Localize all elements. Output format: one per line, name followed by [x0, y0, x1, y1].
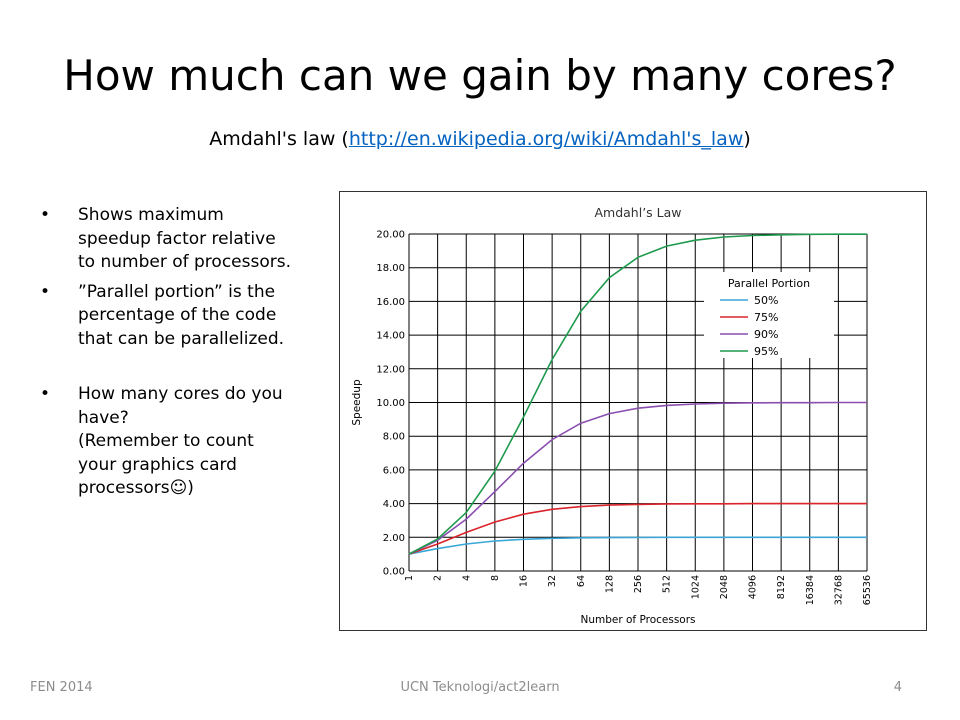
x-axis-label: Number of Processors — [580, 614, 695, 626]
bullet-dot: • — [40, 281, 51, 302]
bullet-line: your graphics card — [78, 454, 237, 475]
wikipedia-link[interactable]: http://en.wikipedia.org/wiki/Amdahl's_la… — [348, 128, 744, 150]
x-tick-label: 64 — [576, 575, 587, 587]
x-tick-label: 4096 — [748, 575, 759, 599]
bullet-dot: • — [40, 384, 51, 404]
series-line — [408, 502, 867, 555]
y-tick-label: 10.00 — [376, 398, 405, 409]
amdahl-chart: Amdahl’s Law 0.00 2.00 4.00 6.00 8.00 10.00 12.… — [351, 205, 873, 626]
legend-entry: 95% — [754, 345, 778, 358]
chart-title: Amdahl’s Law — [594, 205, 681, 220]
x-tick-label: 128 — [604, 575, 615, 593]
bullet-line: that can be parallelized. — [78, 328, 285, 349]
legend-entry: 90% — [754, 328, 778, 341]
subtitle-suffix: ) — [743, 128, 751, 150]
x-tick-label: 1024 — [690, 575, 701, 599]
bullet-item-cores: • How many cores do you have? (Remember … — [40, 383, 330, 501]
x-tick-label: 512 — [662, 575, 673, 593]
bullet-line: speedup factor relative — [78, 228, 276, 249]
x-tick-label: 256 — [633, 575, 644, 593]
bullet-line: ”Parallel portion” is the — [78, 281, 276, 302]
y-tick-label: 0.00 — [383, 567, 405, 578]
bullet-line: have? — [78, 407, 129, 428]
x-tick-label: 2 — [433, 575, 444, 581]
slide-subtitle: Amdahl's law (http://en.wikipedia.org/wi… — [0, 126, 960, 152]
legend-entry: 50% — [754, 294, 778, 307]
legend-box — [704, 272, 834, 358]
legend-entry: 75% — [754, 311, 778, 324]
y-tick-label: 4.00 — [383, 499, 405, 510]
y-tick-label: 12.00 — [376, 364, 405, 375]
bullet-item-speedup: • Shows maximum speedup factor relative … — [40, 204, 330, 275]
x-tick-label: 16 — [519, 575, 530, 587]
y-tick-label: 6.00 — [383, 465, 405, 476]
footer-left: FEN 2014 — [30, 680, 93, 695]
bullet-list: • Shows maximum speedup factor relative … — [40, 204, 330, 507]
bullet-line: Shows maximum — [78, 205, 224, 225]
slide-number: 4 — [893, 680, 902, 695]
bullet-dot: • — [40, 205, 51, 225]
bullet-line: How many cores do you — [78, 384, 283, 404]
chart-frame: Amdahl’s Law 0.00 2.00 4.00 6.00 8.00 10.00 12.… — [339, 191, 927, 631]
bullet-line: (Remember to count — [78, 431, 254, 451]
y-tick-label: 18.00 — [376, 263, 405, 274]
subtitle-prefix: Amdahl's law ( — [209, 128, 349, 150]
bullet-line: to number of processors. — [78, 252, 291, 272]
bullet-line: percentage of the code — [78, 305, 277, 325]
y-tick-label: 20.00 — [376, 230, 405, 241]
series-line — [408, 401, 867, 555]
x-tick-label: 65536 — [862, 575, 873, 605]
x-tick-label: 1 — [404, 575, 415, 581]
series-line — [408, 536, 867, 555]
y-axis-label: Speedup — [351, 379, 363, 426]
x-tick-label: 32 — [547, 575, 558, 587]
series-line — [408, 233, 867, 555]
bullet-line: processors☺) — [78, 478, 194, 498]
legend-title: Parallel Portion — [728, 277, 810, 290]
y-tick-label: 14.00 — [376, 331, 405, 342]
x-tick-label: 8192 — [776, 575, 787, 599]
x-tick-label: 2048 — [719, 575, 730, 599]
x-tick-label: 4 — [461, 575, 472, 581]
x-tick-label: 16384 — [805, 575, 816, 605]
y-tick-label: 16.00 — [376, 297, 405, 308]
y-tick-label: 2.00 — [383, 533, 405, 544]
bullet-item-parallel-portion: • ”Parallel portion” is the percentage o… — [40, 281, 330, 352]
x-tick-label: 32768 — [833, 575, 844, 605]
footer-center: UCN Teknologi/act2learn — [400, 680, 560, 695]
slide-title: How much can we gain by many cores? — [63, 51, 897, 100]
x-tick-label: 8 — [490, 575, 501, 581]
y-tick-label: 8.00 — [383, 432, 405, 443]
